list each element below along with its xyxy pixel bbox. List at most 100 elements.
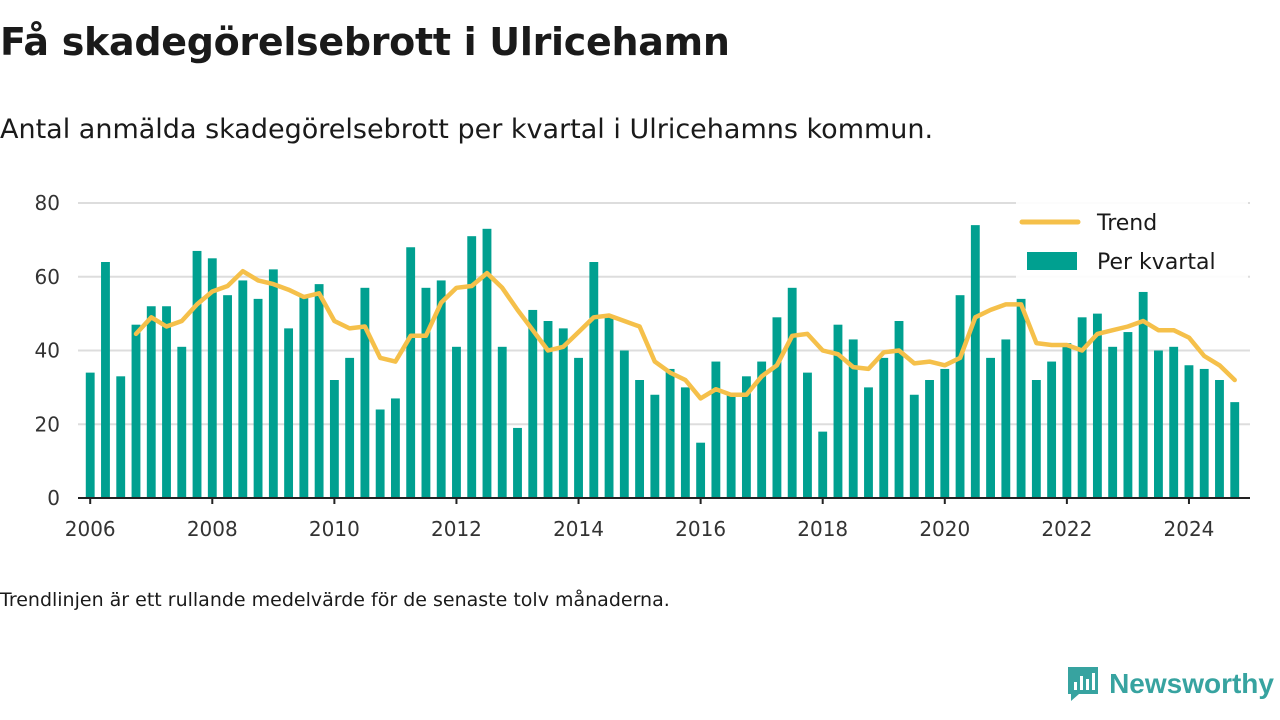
bar — [1062, 343, 1072, 498]
bar — [772, 317, 782, 498]
y-tick-label: 60 — [35, 265, 60, 289]
bar — [726, 394, 736, 498]
bar — [406, 247, 416, 498]
bar — [543, 321, 553, 498]
legend-trend-label: Trend — [1096, 211, 1157, 236]
x-tick-label: 2014 — [553, 517, 604, 541]
bars — [85, 225, 1240, 498]
y-tick-label: 40 — [35, 339, 60, 363]
bar — [314, 284, 324, 498]
bar — [421, 287, 431, 498]
bar — [1001, 339, 1011, 498]
x-axis-ticks: 2006 2008 2010 2012 2014 2016 2018 2020 2022 2024 — [65, 517, 1215, 541]
bar — [1215, 380, 1224, 498]
bar — [1092, 313, 1102, 498]
bar — [909, 394, 919, 498]
bar — [513, 427, 522, 498]
bar — [818, 431, 828, 498]
legend-bar-label: Per kvartal — [1097, 250, 1216, 275]
bar — [207, 258, 217, 498]
footnote: Trendlinjen är ett rullande medelvärde f… — [0, 589, 670, 611]
x-tick-label: 2016 — [675, 517, 726, 541]
bar — [1184, 365, 1194, 498]
bar — [803, 372, 812, 498]
bar — [177, 346, 187, 498]
bar — [375, 409, 385, 498]
x-axis — [78, 497, 1250, 504]
bar — [558, 328, 568, 498]
bar — [970, 225, 980, 498]
newsworthy-logo-icon — [1068, 667, 1099, 701]
bar — [986, 357, 995, 498]
bar — [619, 350, 629, 498]
x-tick-label: 2018 — [797, 517, 848, 541]
bar — [329, 380, 339, 498]
bar — [436, 280, 446, 498]
x-tick-label: 2024 — [1164, 517, 1215, 541]
bar — [162, 306, 171, 498]
legend-bar-swatch — [1027, 252, 1077, 270]
bar — [1154, 350, 1163, 498]
bar — [925, 380, 934, 498]
bar — [131, 324, 141, 498]
x-tick-label: 2022 — [1041, 517, 1092, 541]
bar — [665, 368, 675, 498]
bar — [497, 346, 507, 498]
bar — [1138, 291, 1148, 498]
page-subtitle: Antal anmälda skadegörelsebrott per kvar… — [0, 114, 934, 145]
bar — [1047, 361, 1057, 498]
bar — [757, 361, 767, 498]
y-tick-label: 0 — [47, 486, 60, 510]
bar — [955, 295, 965, 498]
bar — [635, 380, 645, 498]
bar — [223, 295, 232, 498]
bar — [467, 236, 477, 498]
bar — [848, 339, 858, 498]
brand-name: Newsworthy — [1109, 668, 1274, 699]
y-axis-ticks: 0 20 40 60 80 — [35, 191, 60, 510]
bar — [1230, 402, 1240, 498]
bar — [894, 321, 904, 498]
page-title: Få skadegörelsebrott i Ulricehamn — [0, 20, 730, 64]
bar — [879, 357, 889, 498]
bar — [1199, 368, 1209, 498]
bar — [1108, 346, 1118, 498]
bar — [85, 372, 95, 498]
y-tick-label: 20 — [35, 412, 60, 436]
bar — [238, 280, 248, 498]
x-tick-label: 2006 — [65, 517, 116, 541]
bar — [268, 269, 278, 498]
bar — [146, 306, 156, 498]
bar — [528, 309, 538, 498]
bar — [1077, 317, 1087, 498]
bar — [299, 295, 309, 498]
bar — [833, 324, 843, 498]
bar — [192, 250, 202, 498]
bar — [864, 387, 873, 498]
bar — [589, 262, 599, 498]
bar — [787, 287, 797, 498]
trend-line-layer — [133, 268, 1237, 401]
x-tick-label: 2020 — [919, 517, 970, 541]
bar — [696, 442, 706, 498]
x-tick-label: 2010 — [309, 517, 360, 541]
bar — [574, 357, 583, 498]
bar — [116, 376, 126, 498]
bar — [482, 228, 492, 498]
brand: Newsworthy — [1065, 664, 1274, 704]
bar — [452, 346, 461, 498]
bar — [1031, 380, 1041, 498]
bar — [1169, 346, 1179, 498]
y-tick-label: 80 — [35, 191, 60, 215]
trend-line — [133, 268, 1237, 401]
legend: Trend Per kvartal — [1016, 200, 1248, 292]
bar — [390, 398, 400, 498]
x-tick-label: 2012 — [431, 517, 482, 541]
bar — [711, 361, 721, 498]
bar — [253, 298, 263, 498]
bar — [680, 387, 690, 498]
bar — [604, 317, 614, 498]
bar — [1123, 332, 1133, 498]
bar — [101, 262, 110, 498]
